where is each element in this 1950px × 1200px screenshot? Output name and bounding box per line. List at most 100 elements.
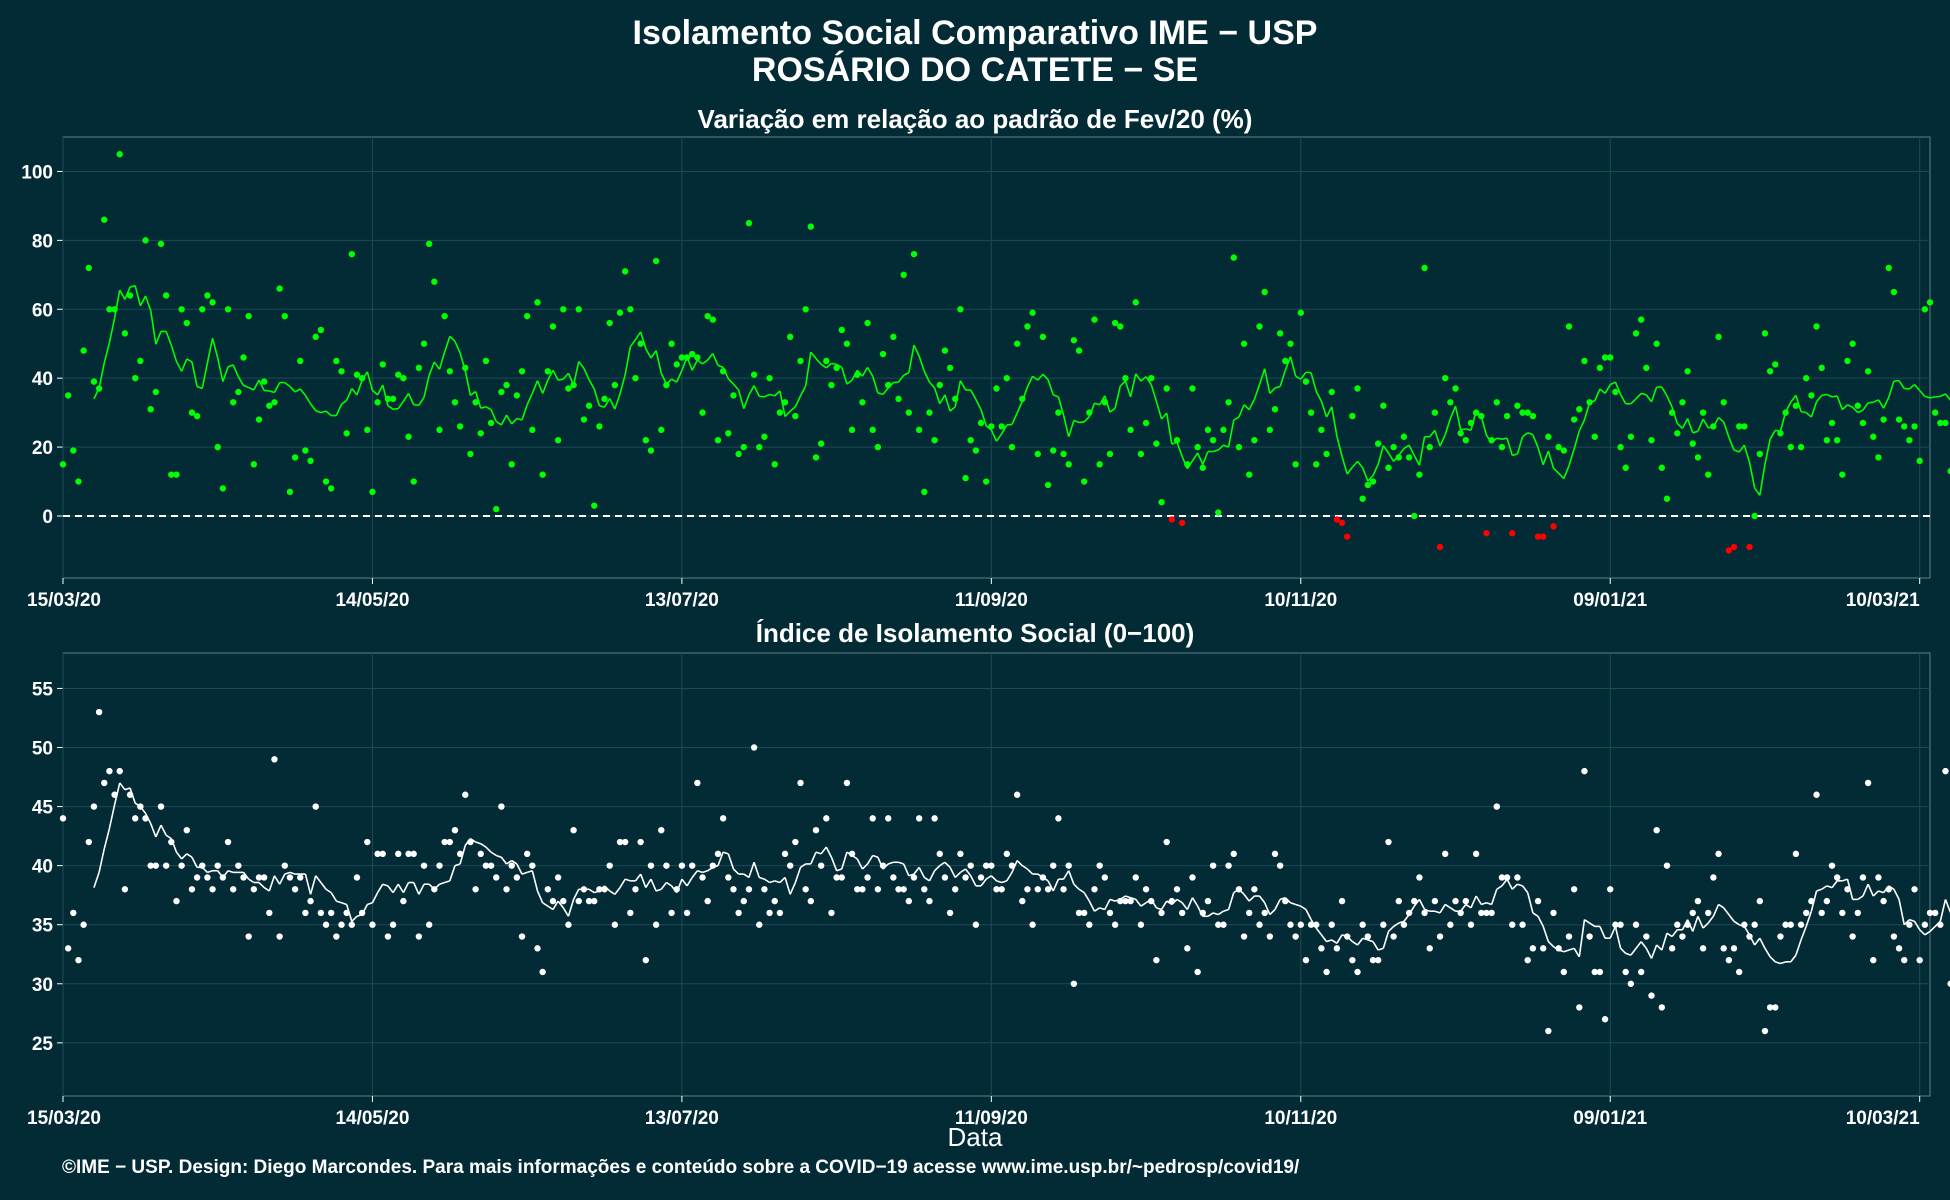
data-point (1096, 461, 1103, 468)
moving-average-segment (1367, 939, 1374, 943)
data-point (503, 381, 510, 389)
data-point (271, 399, 278, 406)
moving-average-segment (1341, 456, 1348, 475)
data-point (276, 285, 283, 292)
moving-average-segment (531, 380, 539, 394)
moving-average-segment (336, 900, 342, 904)
data-point (1220, 921, 1227, 928)
data-point (1787, 921, 1794, 928)
data-point (931, 815, 938, 822)
data-point (1885, 264, 1892, 272)
data-point (1622, 464, 1629, 471)
moving-average-segment (1408, 444, 1415, 456)
data-point (699, 874, 706, 881)
data-point (1947, 468, 1950, 475)
data-point (297, 357, 304, 365)
data-point (1560, 447, 1568, 454)
data-point (250, 461, 258, 468)
moving-average-segment (103, 828, 111, 849)
data-point (467, 450, 474, 458)
moving-average-segment (547, 905, 554, 911)
moving-average-segment (1862, 402, 1869, 411)
data-point (1297, 309, 1304, 316)
data-point (1730, 945, 1738, 952)
data-point (1772, 1004, 1779, 1011)
data-point (1643, 364, 1650, 372)
data-point (343, 909, 350, 917)
data-point (1715, 333, 1722, 341)
data-point (467, 838, 474, 846)
moving-average-segment (1780, 961, 1786, 965)
data-point (544, 368, 552, 375)
moving-average-segment (572, 361, 580, 386)
data-point (379, 361, 386, 368)
moving-average-segment (732, 868, 740, 875)
data-point (1075, 909, 1083, 917)
x-axis-label: Data (947, 1122, 1003, 1152)
data-point (1514, 874, 1521, 881)
data-point (1720, 945, 1727, 952)
data-point (317, 909, 325, 917)
moving-average-segment (804, 351, 812, 387)
moving-average-segment (1640, 941, 1647, 949)
data-point (1333, 945, 1341, 952)
data-point (90, 378, 98, 385)
moving-average-segment (1878, 890, 1884, 894)
moving-average-segment (1346, 466, 1354, 475)
moving-average-segment (387, 405, 394, 410)
moving-average-segment (1862, 883, 1869, 897)
moving-average-segment (1356, 937, 1364, 946)
moving-average-segment (1831, 880, 1838, 889)
moving-average-segment (531, 870, 539, 892)
moving-average-segment (1160, 412, 1168, 420)
data-point (1844, 357, 1851, 365)
data-point (1019, 897, 1026, 905)
moving-average-segment (954, 871, 961, 879)
data-point (771, 461, 778, 468)
moving-average-segment (433, 361, 441, 370)
moving-average-segment (1764, 439, 1771, 465)
moving-average-segment (722, 851, 729, 855)
data-point (1705, 909, 1712, 917)
data-point (1803, 374, 1810, 382)
data-point (838, 326, 845, 334)
moving-average-segment (1372, 463, 1379, 476)
data-point (1431, 409, 1439, 416)
data-point (1823, 436, 1831, 444)
data-point (1271, 850, 1279, 858)
data-point (1637, 316, 1645, 323)
moving-average-segment (505, 414, 513, 425)
data-point (678, 354, 686, 361)
data-point (229, 886, 237, 893)
moving-average-segment (655, 888, 662, 892)
moving-average-segment (547, 369, 554, 381)
moving-average-segment (376, 883, 384, 894)
moving-average-segment (603, 397, 611, 408)
moving-average-segment (1274, 899, 1281, 910)
moving-average-segment (315, 409, 322, 414)
data-point (358, 909, 366, 917)
data-point (611, 381, 619, 389)
data-point (580, 416, 588, 423)
moving-average-segment (1398, 448, 1405, 456)
data-point (1586, 933, 1593, 940)
moving-average-segment (1135, 898, 1142, 907)
moving-average-segment (898, 861, 904, 865)
data-point (529, 862, 536, 869)
moving-average-segment (1191, 897, 1199, 907)
data-point (1632, 921, 1640, 928)
data-point (967, 436, 974, 444)
moving-average-segment (412, 882, 420, 895)
data-point (745, 219, 753, 227)
data-point (730, 392, 737, 399)
data-point (1679, 933, 1686, 940)
data-point (926, 897, 933, 905)
data-point (1576, 405, 1583, 413)
data-point (1803, 909, 1810, 917)
data-point (1839, 471, 1846, 478)
data-point (410, 850, 417, 858)
moving-average-segment (1434, 430, 1441, 447)
data-point (833, 874, 840, 881)
panel1-title: Variação em relação ao padrão de Fev/20 … (697, 104, 1253, 134)
moving-average-segment (1526, 892, 1534, 914)
